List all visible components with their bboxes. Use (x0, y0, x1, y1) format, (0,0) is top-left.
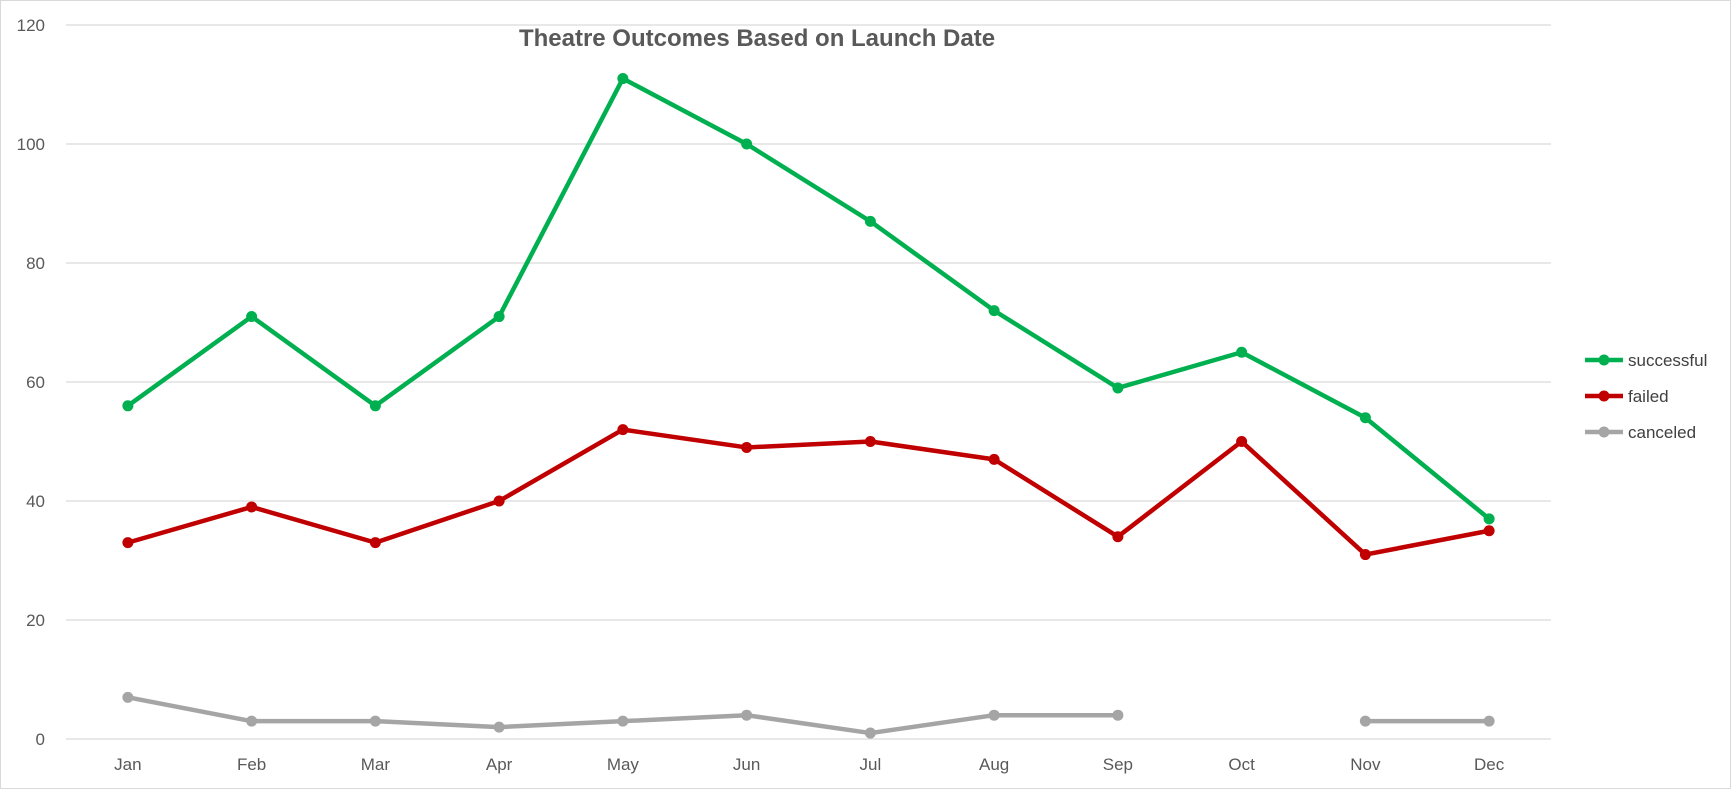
x-tick-label: Jul (860, 755, 882, 774)
series-successful (122, 73, 1495, 525)
data-point-successful (369, 400, 381, 412)
data-point-successful (1112, 382, 1124, 394)
x-tick-label: May (607, 755, 640, 774)
data-point-failed (1359, 549, 1371, 561)
y-tick-label: 120 (17, 16, 45, 35)
data-point-failed (617, 424, 629, 436)
data-point-canceled (1359, 715, 1371, 727)
data-point-failed (1112, 531, 1124, 543)
data-point-successful (122, 400, 134, 412)
data-point-canceled (617, 715, 629, 727)
y-tick-label: 100 (17, 135, 45, 154)
x-tick-label: Oct (1228, 755, 1255, 774)
data-point-failed (1236, 436, 1248, 447)
gridlines (66, 24, 1551, 740)
y-tick-label: 20 (26, 611, 45, 630)
data-point-successful (1483, 513, 1495, 525)
x-tick-label: Nov (1350, 755, 1381, 774)
data-point-canceled (369, 715, 381, 727)
legend-item-canceled: canceled (1585, 423, 1696, 442)
x-tick-label: Apr (486, 755, 513, 774)
series-line-canceled (125, 695, 1121, 736)
data-point-successful (493, 311, 505, 323)
legend-marker (1598, 426, 1610, 438)
legend-marker (1598, 390, 1610, 402)
series-line-successful (125, 76, 1492, 522)
data-point-failed (1483, 525, 1495, 537)
y-tick-label: 60 (26, 373, 45, 392)
legend-item-failed: failed (1585, 387, 1669, 406)
data-point-successful (864, 215, 876, 227)
series-group (122, 73, 1495, 739)
data-point-canceled (1483, 715, 1495, 727)
x-tick-label: Sep (1103, 755, 1133, 774)
data-point-failed (369, 537, 381, 549)
data-point-successful (988, 305, 1000, 317)
data-point-successful (617, 73, 629, 85)
legend-label: successful (1628, 351, 1707, 370)
y-axis-ticks: 0 20 40 60 80 100 120 (17, 16, 45, 749)
data-point-failed (864, 436, 876, 447)
data-point-failed (246, 501, 258, 513)
data-point-failed (741, 441, 753, 453)
series-canceled (122, 691, 1495, 739)
x-tick-label: Jun (733, 755, 760, 774)
data-point-successful (741, 138, 753, 150)
data-point-canceled (1112, 709, 1124, 721)
chart-title: Theatre Outcomes Based on Launch Date (519, 25, 995, 52)
legend: successful failed canceled (1585, 351, 1707, 442)
y-tick-label: 0 (36, 730, 45, 749)
data-point-canceled (988, 709, 1000, 721)
x-tick-label: Mar (361, 755, 391, 774)
data-point-failed (122, 537, 134, 549)
x-axis-ticks: Jan Feb Mar Apr May Jun Jul Aug Sep Oct Nov Dec (114, 755, 1505, 774)
data-point-successful (1236, 346, 1248, 358)
legend-label: failed (1628, 387, 1669, 406)
data-point-canceled (864, 727, 876, 739)
legend-marker (1598, 354, 1610, 366)
data-point-canceled (493, 721, 505, 733)
legend-label: canceled (1628, 423, 1696, 442)
legend-item-successful: successful (1585, 351, 1707, 370)
data-point-canceled (122, 691, 134, 703)
y-tick-label: 80 (26, 254, 45, 273)
data-point-successful (246, 311, 258, 323)
series-line-failed (125, 427, 1492, 557)
series-failed (122, 424, 1495, 561)
data-point-failed (493, 495, 505, 507)
x-tick-label: Jan (114, 755, 141, 774)
x-tick-label: Feb (237, 755, 266, 774)
x-tick-label: Aug (979, 755, 1009, 774)
data-point-canceled (246, 715, 258, 727)
y-tick-label: 40 (26, 492, 45, 511)
data-point-successful (1359, 412, 1371, 424)
data-point-failed (988, 453, 1000, 465)
x-tick-label: Dec (1474, 755, 1505, 774)
data-point-canceled (741, 709, 753, 721)
